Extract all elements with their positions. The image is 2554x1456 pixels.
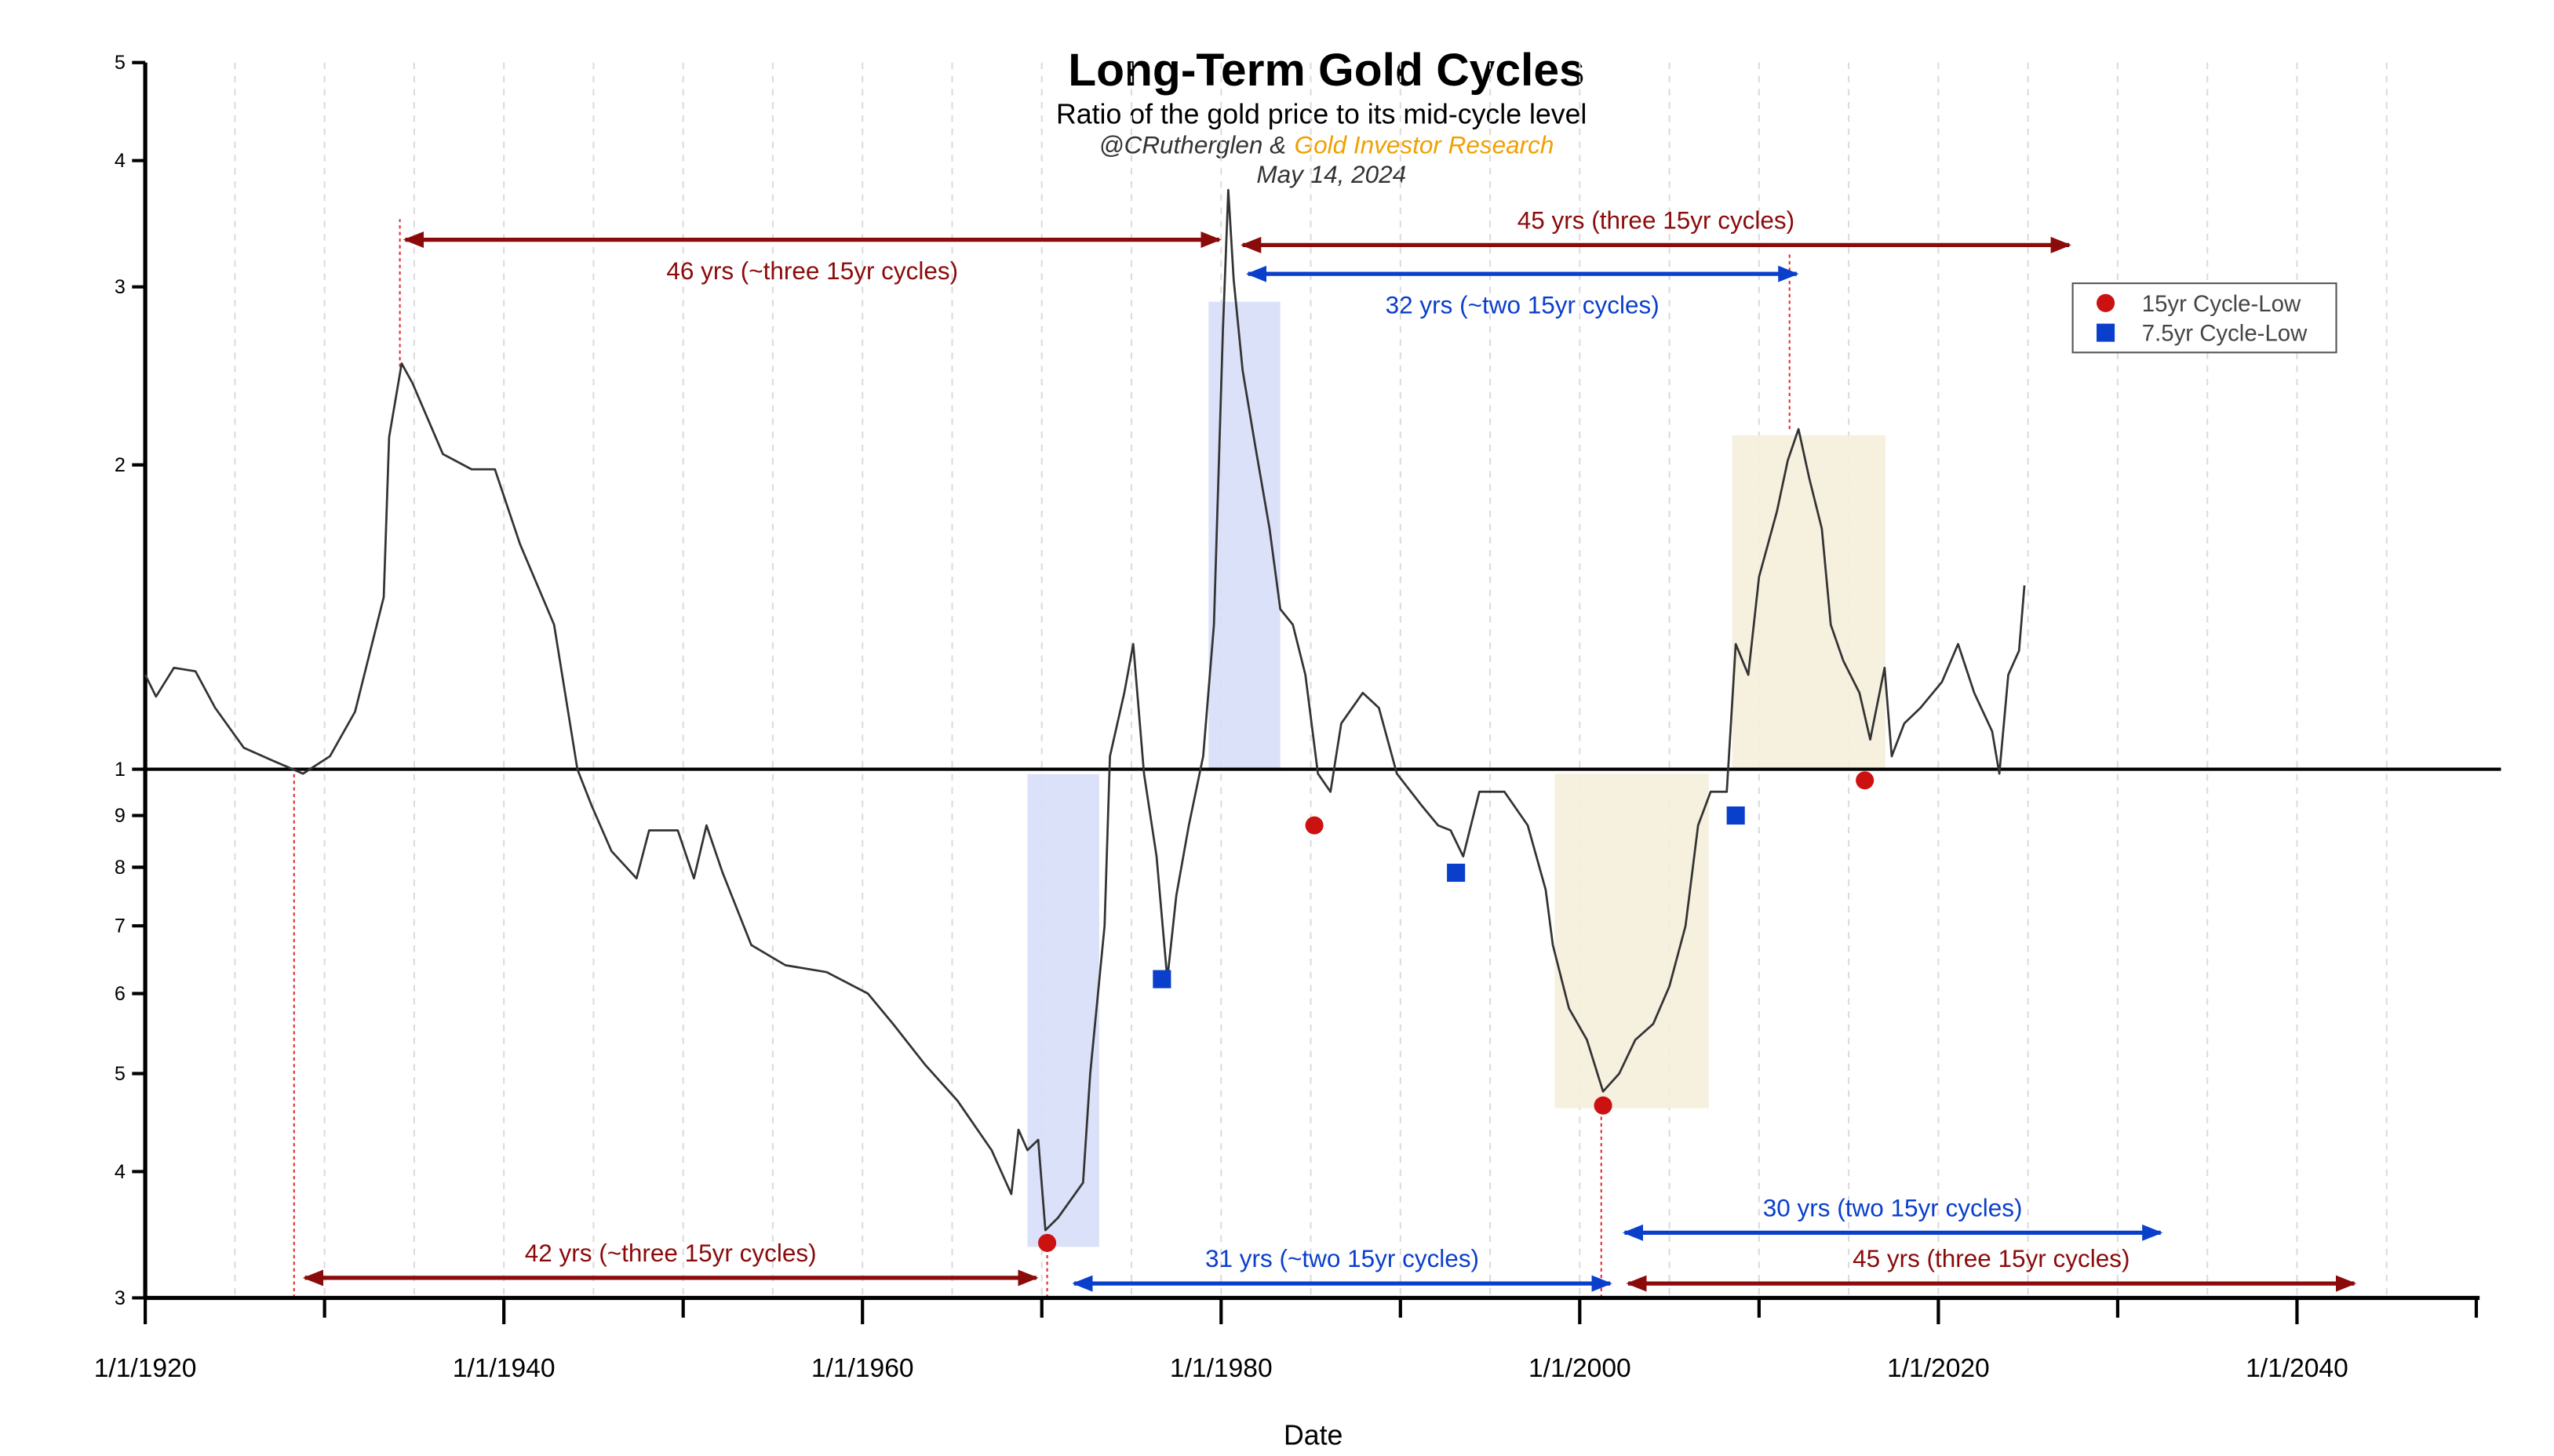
y-tick-label: 5: [115, 52, 126, 74]
y-tick-label: 2: [115, 454, 126, 476]
chart-subtitle: Ratio of the gold price to its mid-cycle…: [1056, 98, 1587, 129]
span-label: 46 yrs (~three 15yr cycles): [666, 257, 958, 285]
x-tick-label: 1/1/2020: [1887, 1354, 1990, 1383]
cycle-region: [1732, 435, 1885, 770]
cycle-region: [1554, 774, 1709, 1108]
x-tick-label: 1/1/1960: [811, 1354, 914, 1383]
cycle-low-marker: [1856, 771, 1875, 790]
span-label: 32 yrs (~two 15yr cycles): [1386, 291, 1660, 319]
y-tick-label: 4: [115, 1161, 126, 1183]
credit-author: @CRutherglen &: [1099, 130, 1286, 158]
span-label: 31 yrs (~two 15yr cycles): [1205, 1244, 1479, 1272]
cycle-region: [1027, 774, 1099, 1247]
credit-org: Gold Investor Research: [1295, 130, 1554, 158]
y-tick-label: 6: [115, 983, 126, 1005]
legend-label: 7.5yr Cycle-Low: [2142, 321, 2308, 347]
legend-swatch: [2097, 293, 2115, 312]
x-axis-label: Date: [1284, 1419, 1343, 1451]
cycle-low-marker: [1153, 970, 1171, 988]
cycle-low-marker: [1447, 863, 1466, 883]
y-tick-label: 8: [115, 857, 126, 879]
span-label: 42 yrs (~three 15yr cycles): [525, 1239, 817, 1267]
x-tick-label: 1/1/1980: [1170, 1354, 1273, 1383]
y-tick-label: 5: [115, 1063, 126, 1085]
cycle-low-marker: [1594, 1096, 1612, 1115]
x-tick-label: 1/1/1940: [453, 1354, 556, 1383]
legend-label: 15yr Cycle-Low: [2142, 291, 2301, 317]
y-tick-label: 1: [115, 759, 126, 781]
legend: 15yr Cycle-Low 7.5yr Cycle-Low: [2071, 282, 2337, 354]
y-tick-label: 9: [115, 805, 126, 827]
y-tick-label: 4: [115, 150, 126, 172]
y-tick-label: 3: [115, 276, 126, 298]
y-tick-label: 3: [115, 1287, 126, 1309]
span-label: 30 yrs (two 15yr cycles): [1763, 1193, 2023, 1221]
legend-box: [2071, 282, 2337, 354]
span-label: 45 yrs (three 15yr cycles): [1517, 206, 1794, 234]
legend-swatch: [2097, 323, 2115, 342]
cycle-low-marker: [1726, 806, 1745, 825]
span-label: 45 yrs (three 15yr cycles): [1853, 1244, 2130, 1272]
y-tick-label: 7: [115, 915, 126, 937]
price-ratio-line: [144, 188, 2026, 1232]
cycle-low-marker: [1305, 816, 1324, 835]
chart-title: Long-Term Gold Cycles: [1068, 45, 1584, 96]
x-tick-label: 1/1/2040: [2246, 1354, 2348, 1383]
x-tick-label: 1/1/2000: [1528, 1354, 1631, 1383]
x-tick-label: 1/1/1920: [94, 1354, 197, 1383]
date-note: May 14, 2024: [1256, 160, 1406, 188]
credit: @CRutherglen & Gold Investor Research: [1099, 130, 1554, 158]
cycle-low-marker: [1038, 1233, 1057, 1252]
